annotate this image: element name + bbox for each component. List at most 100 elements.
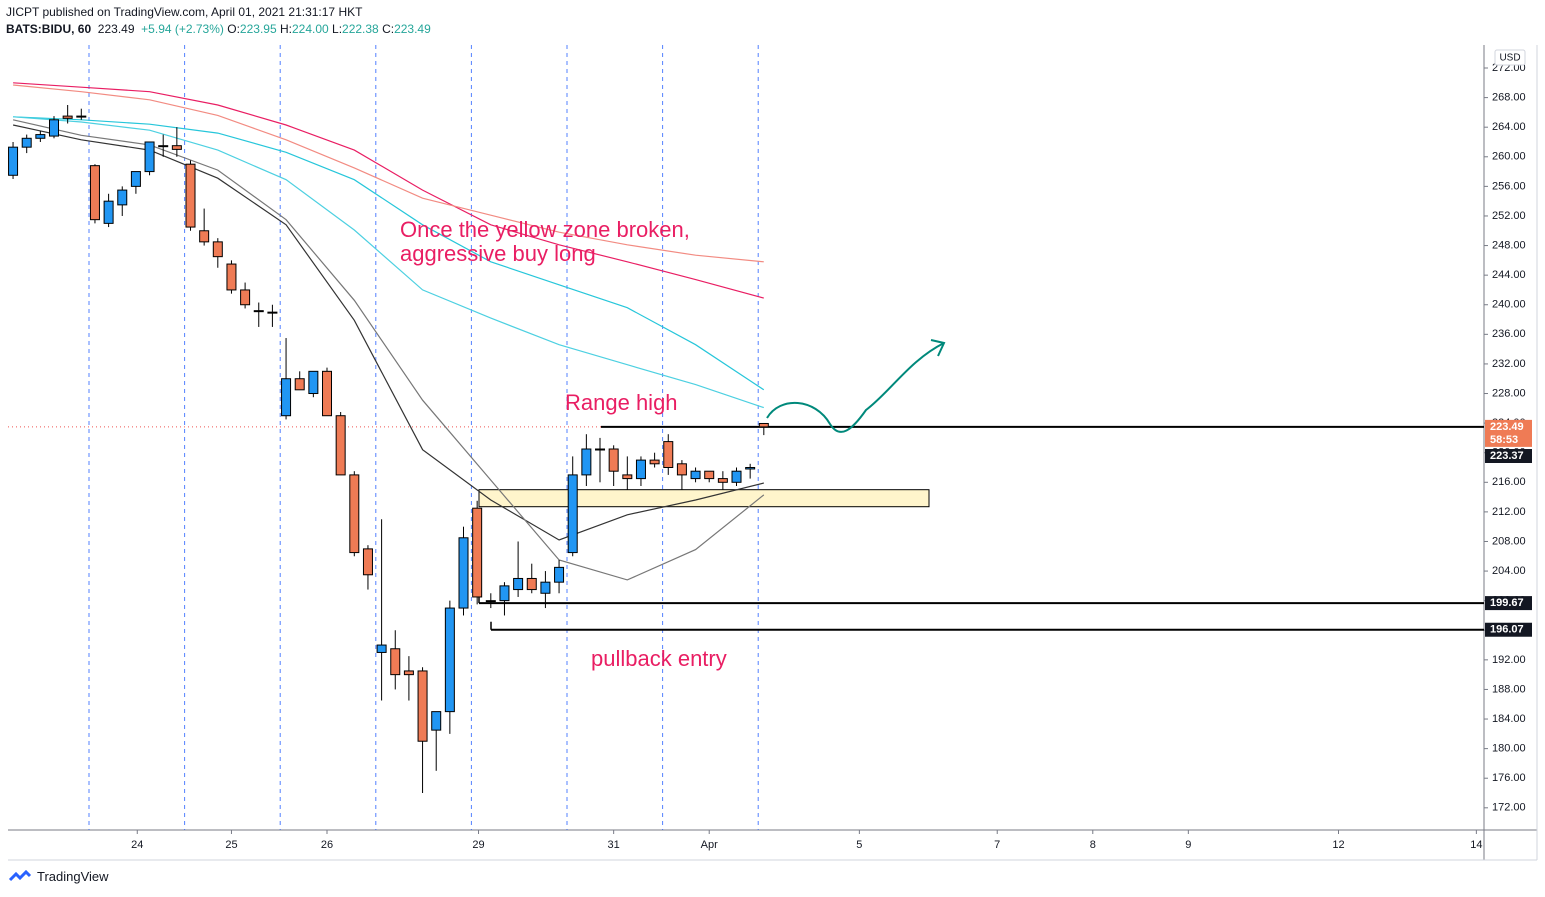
y-tick-label: 232.00 [1492,358,1526,370]
header: JICPT published on TradingView.com, Apri… [6,4,431,38]
candle-body [76,115,87,118]
candle-body [267,311,278,314]
ohlc-value: 223.95 [239,22,277,36]
y-tick-label: 244.00 [1492,269,1526,281]
y-tick-label: 260.00 [1492,151,1526,163]
level-label: 199.67 [1490,597,1524,609]
ohlc-key: C: [382,22,395,36]
candle-body [731,470,742,483]
moving-average [13,116,765,391]
candle-body [499,585,510,602]
candle-body [663,441,674,468]
ohlc-value: 224.00 [291,22,329,36]
candle-body [417,670,428,742]
x-tick-label: 24 [131,839,143,851]
projection-arrow [766,339,946,433]
candle-body [335,415,346,476]
annotation: pullback entry [591,646,727,671]
x-tick-label: 25 [225,839,237,851]
candle-body [349,474,360,554]
candle-body [117,189,128,206]
candle-body [8,146,19,176]
level-label-box [1485,622,1532,637]
ohlc-value: 222.38 [342,22,379,36]
moving-average [13,116,764,409]
x-tick-label: 12 [1332,839,1344,851]
y-tick-label: 216.00 [1492,476,1526,488]
y-tick-label: 208.00 [1492,535,1526,547]
y-tick-label: 204.00 [1492,565,1526,577]
plot: 172.00 176.00 180.00 184.00 188.00 192.00 196.… [8,45,1526,851]
candle-body [581,448,592,476]
candle-body [567,474,578,554]
y-tick-label: 236.00 [1492,328,1526,340]
level-label-box [1485,596,1532,611]
logo [8,869,32,881]
candle-body [185,163,196,228]
ohlc-key: H: [279,22,292,36]
annotation: Range high [565,390,678,415]
candle-body [676,463,687,476]
moving-average [12,124,764,541]
y-tick-label: 212.00 [1492,506,1526,518]
x-tick-label: 29 [472,839,484,851]
marker-label-box [1485,449,1532,463]
candle-body [21,137,32,148]
candle-body [458,537,469,609]
annotation: Once the yellow zone broken, [400,217,690,242]
candle-body [758,422,769,428]
y-tick-label: 176.00 [1492,772,1526,784]
y-tick-label: 184.00 [1492,713,1526,725]
candle-body [89,165,100,221]
last-price-label-box [1485,419,1532,447]
moving-average [13,84,764,263]
candle-body [649,459,660,465]
candle-body [226,263,237,291]
candle-body [199,230,210,243]
currency-box [1494,49,1526,66]
x-tick-label: 31 [608,839,620,851]
candle-body [144,141,155,173]
footer-brand: TradingView [37,869,109,884]
publisher: JICPT published on TradingView.com, Apri… [6,5,363,19]
candle-body [362,548,373,576]
layout [8,45,1538,861]
x-tick-label: 14 [1470,839,1482,851]
candle-body [308,370,319,395]
x-tick-label: 8 [1090,839,1096,851]
candle-body [704,470,715,480]
y-tick-label: 228.00 [1492,387,1526,399]
candle-body [240,289,251,306]
x-tick-label: 7 [994,839,1000,851]
candle-body [717,478,728,483]
y-tick-label: 252.00 [1492,210,1526,222]
footer: TradingView [8,869,109,884]
x-tick-label: Apr [701,839,718,851]
y-tick-label: 172.00 [1492,802,1526,814]
moving-average [13,82,764,299]
candle-body [595,448,606,451]
moving-average [12,119,765,581]
last-price-label: 58:53 [1490,434,1518,446]
candle-body [444,607,455,713]
candle-body [431,711,442,731]
candle-body [253,310,264,313]
candle-body [526,577,537,591]
candle-body [212,241,223,258]
projection-path [766,342,945,433]
y-tick-label: 240.00 [1492,299,1526,311]
y-tick-label: 188.00 [1492,683,1526,695]
symbol: BATS:BIDU, 60 [6,22,92,36]
candle-body [322,370,333,417]
candle-body [608,448,619,472]
x-tick-label: 9 [1185,839,1191,851]
candle-body [171,145,182,150]
last-price-label: 223.49 [1490,421,1524,433]
candle-body [485,600,496,603]
candle-body [472,507,483,598]
candle-body [49,119,60,137]
ohlc-key: O: [227,22,240,36]
candle-body [158,145,169,148]
